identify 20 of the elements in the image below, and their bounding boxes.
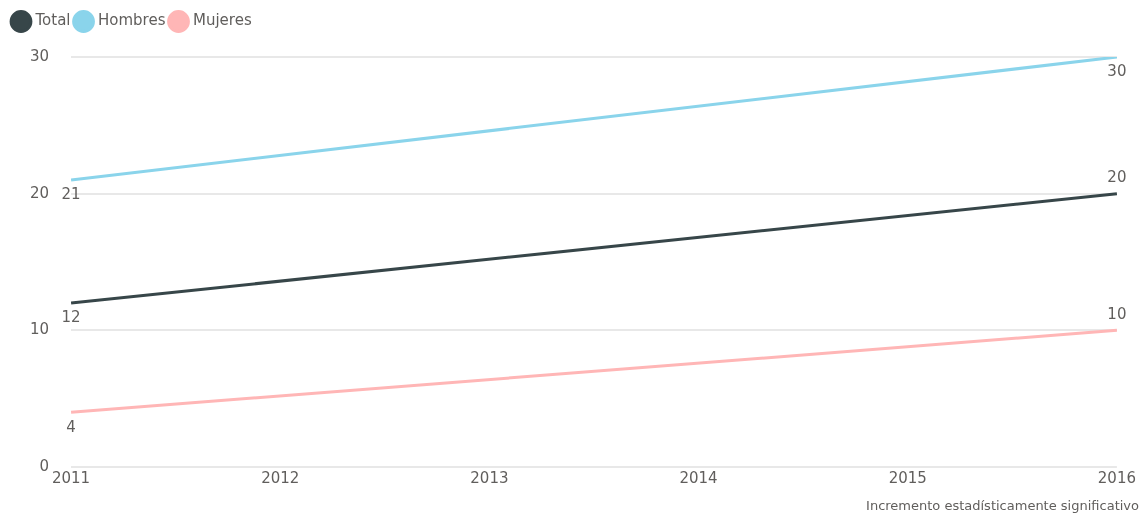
text: Incremento estadísticamente significativo [865, 498, 1139, 513]
legend-label: Total [34, 11, 71, 30]
legend-label: Hombres [98, 11, 166, 30]
data-label: 4 [66, 417, 76, 436]
x-tick-label: 2016 [1097, 468, 1137, 487]
y-tick-label: 10 [29, 320, 50, 339]
x-tick-label: 2014 [679, 468, 718, 487]
x-tick-label: 2015 [888, 468, 927, 487]
data-label: 10 [1107, 304, 1127, 323]
y-tick-label: 0 [39, 456, 50, 475]
x-tick-label: 2013 [470, 468, 509, 487]
data-label: 12 [61, 308, 81, 327]
legend-label: Mujeres [193, 11, 252, 30]
x-tick-label: 2012 [261, 468, 300, 487]
y-tick-label: 20 [29, 183, 50, 202]
data-label: 30 [1107, 62, 1127, 81]
data-label: 20 [1107, 168, 1127, 187]
x-tick-label: 2011 [51, 468, 91, 487]
data-label: 21 [61, 185, 81, 204]
y-tick-label: 30 [29, 46, 50, 65]
